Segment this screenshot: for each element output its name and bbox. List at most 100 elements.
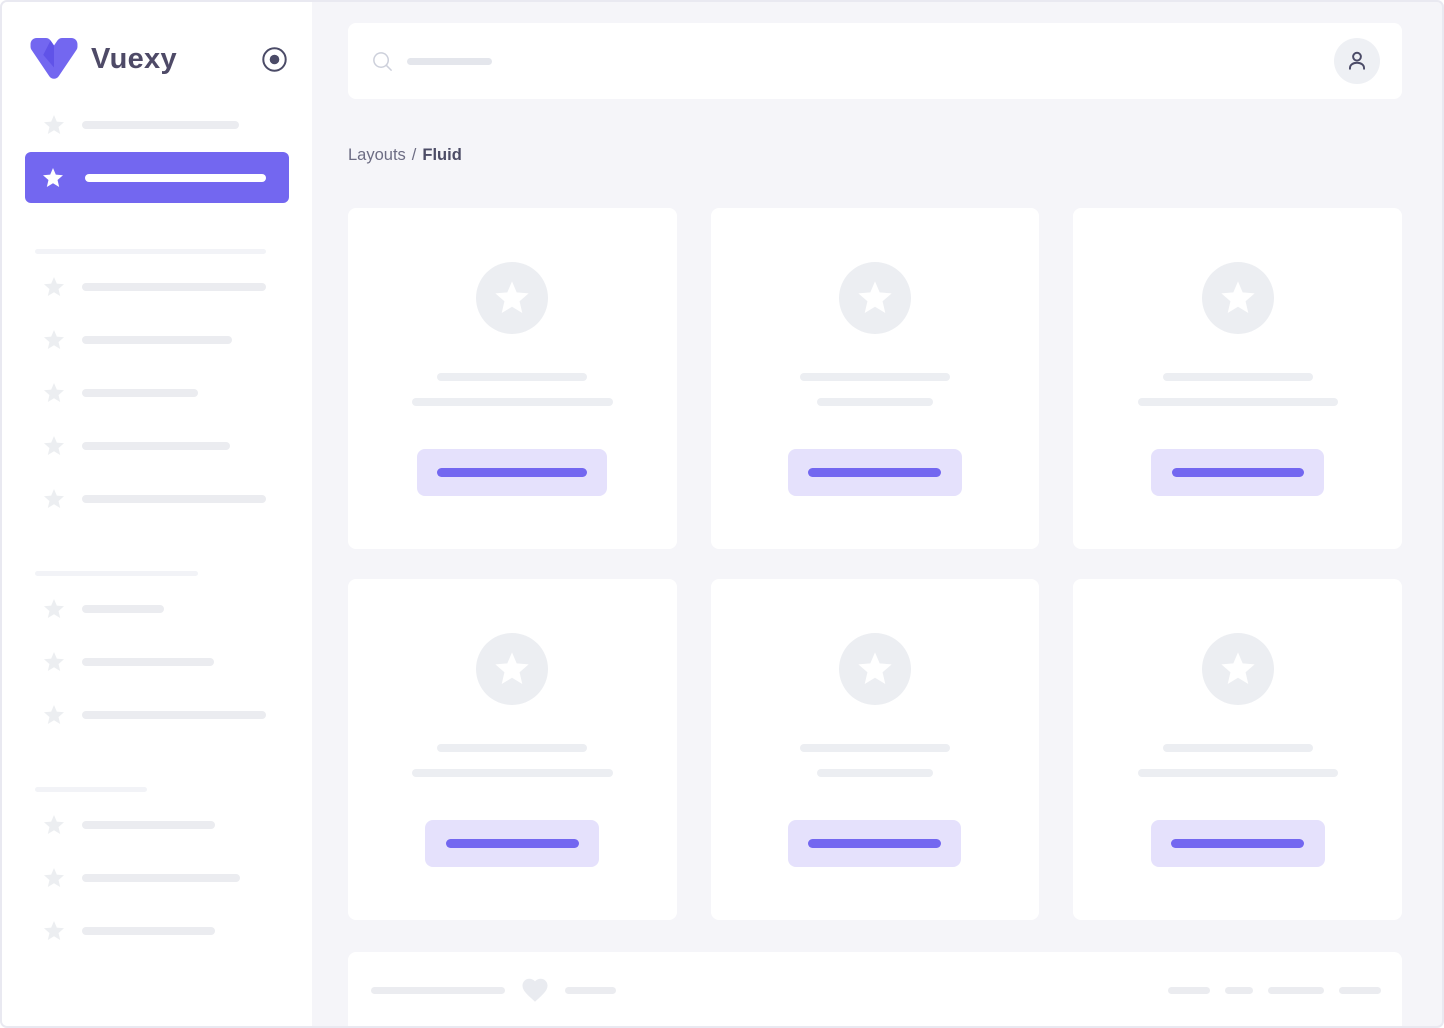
footer-link-placeholder xyxy=(1339,986,1381,994)
star-icon xyxy=(44,382,64,402)
star-icon xyxy=(44,867,64,887)
card-avatar-circle xyxy=(1201,262,1274,334)
footer-link-placeholder xyxy=(1268,986,1324,994)
star-icon xyxy=(44,276,64,296)
menu-label-placeholder xyxy=(82,120,239,129)
card-button[interactable] xyxy=(1150,820,1325,867)
breadcrumb-current: Fluid xyxy=(422,146,462,164)
card-text-placeholder xyxy=(816,769,933,777)
card-text-placeholder xyxy=(816,398,933,406)
menu-section-placeholder xyxy=(35,571,198,576)
star-icon xyxy=(858,652,892,684)
card-avatar-circle xyxy=(838,633,911,705)
sidebar-menu-item[interactable] xyxy=(2,260,312,313)
card-text-placeholder xyxy=(437,373,588,381)
placeholder-card xyxy=(1073,579,1402,920)
star-icon xyxy=(44,598,64,618)
placeholder-card xyxy=(1073,208,1402,549)
button-label-placeholder xyxy=(445,839,579,848)
card-text-placeholder xyxy=(799,373,950,381)
sidebar-menu-item[interactable] xyxy=(2,851,312,904)
button-label-placeholder xyxy=(808,839,942,848)
card-avatar-circle xyxy=(838,262,911,334)
sidebar-menu-item[interactable] xyxy=(2,419,312,472)
menu-label-placeholder xyxy=(82,657,214,666)
footer-text-placeholder xyxy=(565,986,616,994)
search-icon xyxy=(373,51,392,71)
menu-label-placeholder xyxy=(82,926,215,935)
menu-section-placeholder xyxy=(35,787,147,792)
star-icon xyxy=(44,814,64,834)
sidebar-menu-item[interactable] xyxy=(2,688,312,741)
radio-circle-icon xyxy=(262,46,287,72)
star-icon xyxy=(44,920,64,940)
menu-label-placeholder xyxy=(82,873,240,882)
star-icon xyxy=(1220,281,1255,313)
star-icon xyxy=(43,167,63,187)
footer xyxy=(348,952,1402,1026)
card-button[interactable] xyxy=(1151,449,1325,496)
menu-label-placeholder xyxy=(82,710,266,719)
footer-text-placeholder xyxy=(371,986,505,994)
footer-links xyxy=(1168,986,1381,994)
menu-label-placeholder xyxy=(82,388,198,397)
star-icon xyxy=(858,281,892,313)
card-text-placeholder xyxy=(411,769,613,777)
sidebar-menu-item[interactable] xyxy=(2,313,312,366)
sidebar-menu xyxy=(2,82,312,957)
sidebar-menu-item-active[interactable] xyxy=(25,152,289,203)
menu-label-placeholder xyxy=(85,173,266,182)
card-button[interactable] xyxy=(787,449,962,496)
menu-label-placeholder xyxy=(82,282,266,291)
main-content: Layouts / Fluid xyxy=(312,2,1442,1026)
star-icon xyxy=(44,435,64,455)
search-input[interactable] xyxy=(371,50,1334,73)
star-icon xyxy=(44,329,64,349)
placeholder-card xyxy=(710,579,1040,920)
sidebar-pin-toggle[interactable] xyxy=(261,46,288,73)
topbar xyxy=(348,23,1402,99)
card-button[interactable] xyxy=(417,449,608,496)
card-text-placeholder xyxy=(437,744,588,752)
star-icon xyxy=(44,114,64,134)
menu-label-placeholder xyxy=(82,494,266,503)
breadcrumb-parent[interactable]: Layouts xyxy=(348,146,406,164)
star-icon xyxy=(44,651,64,671)
cards-grid xyxy=(348,208,1402,920)
sidebar: Vuexy xyxy=(2,2,312,1026)
card-button[interactable] xyxy=(425,820,600,867)
card-text-placeholder xyxy=(1137,398,1338,406)
star-icon xyxy=(495,652,529,684)
button-label-placeholder xyxy=(808,468,942,477)
sidebar-menu-item[interactable] xyxy=(2,582,312,635)
user-avatar-button[interactable] xyxy=(1334,38,1380,84)
sidebar-menu-item[interactable] xyxy=(2,904,312,957)
menu-label-placeholder xyxy=(82,441,230,450)
card-text-placeholder xyxy=(1162,744,1313,752)
sidebar-menu-item[interactable] xyxy=(2,366,312,419)
button-label-placeholder xyxy=(1171,468,1304,477)
vuexy-logo-icon xyxy=(30,37,78,79)
card-button[interactable] xyxy=(788,820,962,867)
button-label-placeholder xyxy=(437,468,588,477)
logo[interactable]: Vuexy xyxy=(2,2,312,82)
sidebar-menu-item[interactable] xyxy=(2,635,312,688)
star-icon xyxy=(495,281,529,313)
card-avatar-circle xyxy=(476,262,549,334)
search-placeholder xyxy=(407,57,492,65)
star-icon xyxy=(44,488,64,508)
breadcrumb-separator: / xyxy=(411,146,417,164)
breadcrumb: Layouts / Fluid xyxy=(348,146,1402,165)
sidebar-menu-item[interactable] xyxy=(2,98,312,151)
menu-label-placeholder xyxy=(82,335,232,344)
person-icon xyxy=(1348,51,1366,70)
footer-link-placeholder xyxy=(1225,986,1253,994)
sidebar-menu-item[interactable] xyxy=(2,798,312,851)
app-title: Vuexy xyxy=(91,42,177,75)
heart-icon xyxy=(522,978,548,1002)
sidebar-menu-item[interactable] xyxy=(2,472,312,525)
footer-link-placeholder xyxy=(1168,986,1210,994)
menu-label-placeholder xyxy=(82,820,215,829)
star-icon xyxy=(1220,652,1255,684)
